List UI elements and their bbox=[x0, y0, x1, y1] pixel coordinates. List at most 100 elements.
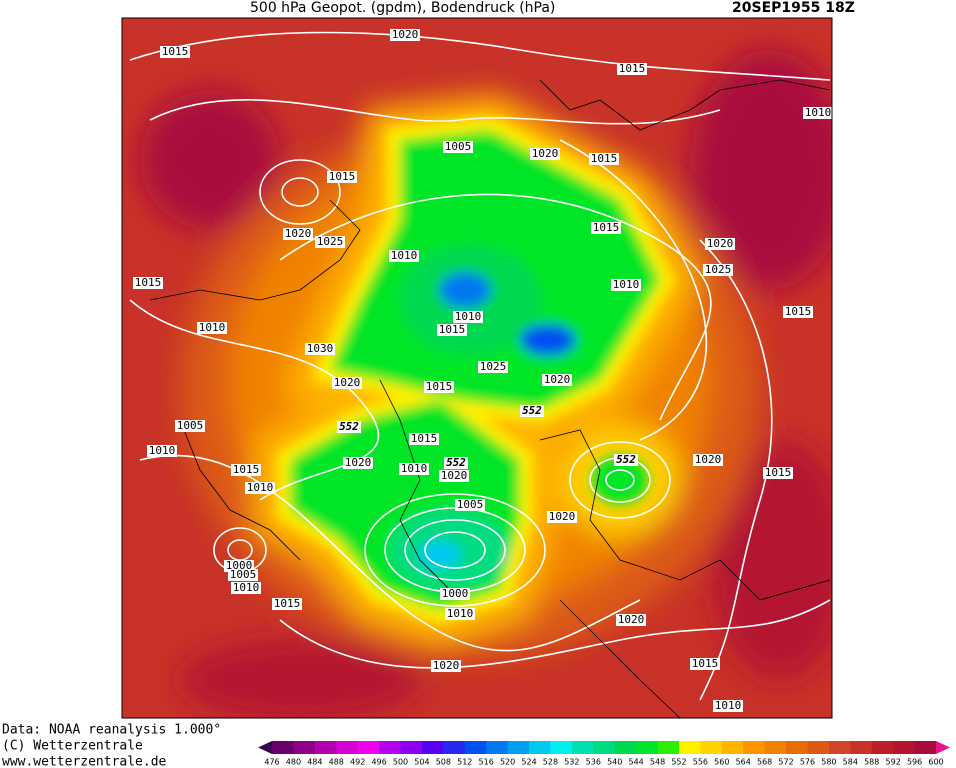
isobar-label-box bbox=[693, 454, 723, 466]
isobar-label-box bbox=[443, 141, 473, 153]
isobar-label-box bbox=[437, 324, 467, 336]
isobar-label-box bbox=[783, 306, 813, 318]
colorbar-label: 584 bbox=[843, 758, 858, 767]
colorbar-label: 568 bbox=[757, 758, 772, 767]
colorbar-swatch bbox=[400, 741, 423, 754]
isobar-label: 1015 bbox=[233, 463, 260, 476]
isobar-label-box bbox=[616, 614, 646, 626]
colorbar-label: 536 bbox=[586, 758, 601, 767]
colorbar-label: 512 bbox=[457, 758, 472, 767]
isobar-label-box bbox=[231, 582, 261, 594]
colorbar-label: 572 bbox=[778, 758, 793, 767]
isobar-label-box bbox=[617, 63, 647, 75]
isobar-label-box bbox=[478, 361, 508, 373]
colorbar-label: 532 bbox=[564, 758, 579, 767]
isobar-label: 1020 bbox=[544, 373, 571, 386]
isobar-label: 1005 bbox=[230, 568, 257, 581]
colorbar-label: 544 bbox=[628, 758, 643, 767]
colorbar-swatch bbox=[507, 741, 530, 754]
colorbar-label: 488 bbox=[329, 758, 344, 767]
colorbar-swatch bbox=[486, 741, 509, 754]
colorbar-label: 528 bbox=[543, 758, 558, 767]
isobar-label: 1010 bbox=[391, 249, 418, 262]
colorbar-label: 564 bbox=[736, 758, 751, 767]
isobar-label-box bbox=[431, 660, 461, 672]
colorbar-swatch bbox=[636, 741, 659, 754]
isobar-label-box bbox=[453, 311, 483, 323]
colorbar-swatch bbox=[336, 741, 359, 754]
colorbar-swatch bbox=[743, 741, 766, 754]
isobar-label: 1010 bbox=[715, 699, 742, 712]
height-label-box bbox=[614, 454, 638, 466]
colorbar-swatch bbox=[614, 741, 637, 754]
isobar-label: 1015 bbox=[593, 221, 620, 234]
colorbar-swatch bbox=[721, 741, 744, 754]
colorbar-swatch bbox=[293, 741, 316, 754]
isobar-label: 1020 bbox=[334, 376, 361, 389]
colorbar-label: 484 bbox=[307, 758, 322, 767]
isobar-label-box bbox=[231, 464, 261, 476]
isobar-label-box bbox=[332, 377, 362, 389]
isobar-label: 1015 bbox=[274, 597, 301, 610]
map-field: 1015 1020 1015 1010 1005 1020 1015 1015 1020 1025… bbox=[122, 18, 832, 718]
isobar-label-box bbox=[440, 588, 470, 600]
height-label: 552 bbox=[446, 456, 466, 469]
colorbar-arrow-low bbox=[258, 741, 272, 754]
isobar-label: 1020 bbox=[285, 227, 312, 240]
isobar-label-box bbox=[327, 171, 357, 183]
isobar-label-box bbox=[455, 499, 485, 511]
colorbar-swatch bbox=[678, 741, 701, 754]
isobar-label: 1005 bbox=[177, 419, 204, 432]
colorbar-label: 576 bbox=[800, 758, 815, 767]
isobar-label-box bbox=[409, 433, 439, 445]
isobar-label-box bbox=[228, 569, 258, 581]
colorbar-swatch bbox=[550, 741, 573, 754]
isobar-label-box bbox=[589, 153, 619, 165]
isobar-label: 1015 bbox=[426, 380, 453, 393]
colorbar-label: 540 bbox=[607, 758, 622, 767]
isobar-label: 1015 bbox=[785, 305, 812, 318]
isobar-label-box bbox=[445, 608, 475, 620]
colorbar-label: 476 bbox=[264, 758, 279, 767]
isobar-label: 1015 bbox=[135, 276, 162, 289]
colorbar: 476 480 484 488 492 496 500 504 508 512 516 520 524 5… bbox=[258, 741, 950, 767]
colorbar-swatch bbox=[700, 741, 723, 754]
isobar-label: 1005 bbox=[445, 140, 472, 153]
isobar-label-box bbox=[160, 46, 190, 58]
isobar-label-box bbox=[315, 236, 345, 248]
colorbar-swatch bbox=[443, 741, 466, 754]
isobar-label: 1020 bbox=[549, 510, 576, 523]
colorbar-swatch bbox=[764, 741, 787, 754]
isobar-label: 1030 bbox=[307, 342, 334, 355]
colorbar-swatch bbox=[314, 741, 337, 754]
colorbar-label: 516 bbox=[479, 758, 494, 767]
isobar-label: 1015 bbox=[619, 62, 646, 75]
height-label-box bbox=[337, 421, 361, 433]
isobar-label-box bbox=[389, 250, 419, 262]
contour-labels: 1015 1020 1015 1010 1005 1020 1015 1015 1020 1025… bbox=[133, 28, 832, 712]
isobar-label-box bbox=[390, 29, 420, 41]
isobar-label-box bbox=[542, 374, 572, 386]
isobar-label: 1015 bbox=[765, 466, 792, 479]
copyright: (C) Wetterzentrale bbox=[2, 739, 143, 754]
isobar-label: 1015 bbox=[162, 45, 189, 58]
website: www.wetterzentrale.de bbox=[2, 755, 167, 768]
colorbar-swatch bbox=[914, 741, 937, 754]
colorbar-swatch bbox=[807, 741, 830, 754]
coastlines bbox=[149, 79, 831, 718]
isobar-label: 1020 bbox=[707, 237, 734, 250]
isobar-label-box bbox=[547, 511, 577, 523]
colorbar-label: 552 bbox=[671, 758, 686, 767]
isobar-label: 1015 bbox=[692, 657, 719, 670]
colorbar-label: 596 bbox=[907, 758, 922, 767]
data-source: Data: NOAA reanalysis 1.000° bbox=[2, 723, 221, 738]
colorbar-label: 592 bbox=[886, 758, 901, 767]
isobar-label: 1010 bbox=[447, 607, 474, 620]
isobar-label-box bbox=[611, 279, 641, 291]
isobar-label: 1015 bbox=[329, 170, 356, 183]
colorbar-arrow-high bbox=[936, 741, 950, 754]
colorbar-swatch bbox=[850, 741, 873, 754]
isobar-label: 1025 bbox=[480, 360, 507, 373]
colorbar-label: 500 bbox=[393, 758, 408, 767]
